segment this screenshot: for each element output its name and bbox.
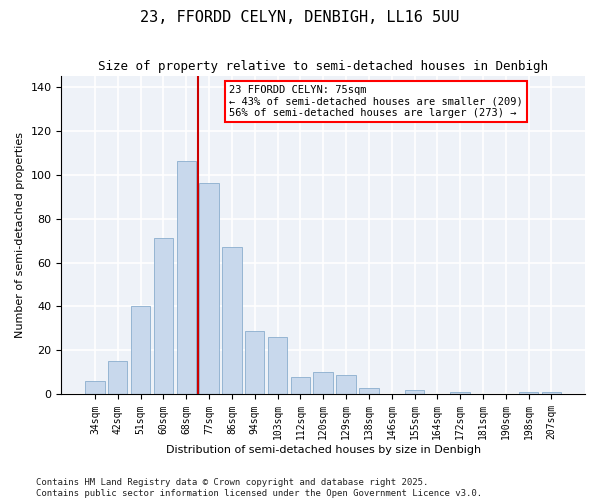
Y-axis label: Number of semi-detached properties: Number of semi-detached properties [15, 132, 25, 338]
Bar [337, 374, 356, 394]
Bar [313, 372, 333, 394]
Bar [199, 184, 219, 394]
Bar [542, 392, 561, 394]
Bar [245, 330, 265, 394]
Bar [108, 362, 127, 394]
Bar [268, 338, 287, 394]
Bar [451, 392, 470, 394]
Bar [290, 377, 310, 394]
X-axis label: Distribution of semi-detached houses by size in Denbigh: Distribution of semi-detached houses by … [166, 445, 481, 455]
Bar [154, 238, 173, 394]
Title: Size of property relative to semi-detached houses in Denbigh: Size of property relative to semi-detach… [98, 60, 548, 73]
Bar [176, 162, 196, 394]
Bar [519, 392, 538, 394]
Text: 23, FFORDD CELYN, DENBIGH, LL16 5UU: 23, FFORDD CELYN, DENBIGH, LL16 5UU [140, 10, 460, 25]
Bar [222, 247, 242, 394]
Bar [359, 388, 379, 394]
Text: 23 FFORDD CELYN: 75sqm
← 43% of semi-detached houses are smaller (209)
56% of se: 23 FFORDD CELYN: 75sqm ← 43% of semi-det… [229, 85, 523, 118]
Bar [131, 306, 150, 394]
Bar [405, 390, 424, 394]
Bar [85, 382, 104, 394]
Text: Contains HM Land Registry data © Crown copyright and database right 2025.
Contai: Contains HM Land Registry data © Crown c… [36, 478, 482, 498]
